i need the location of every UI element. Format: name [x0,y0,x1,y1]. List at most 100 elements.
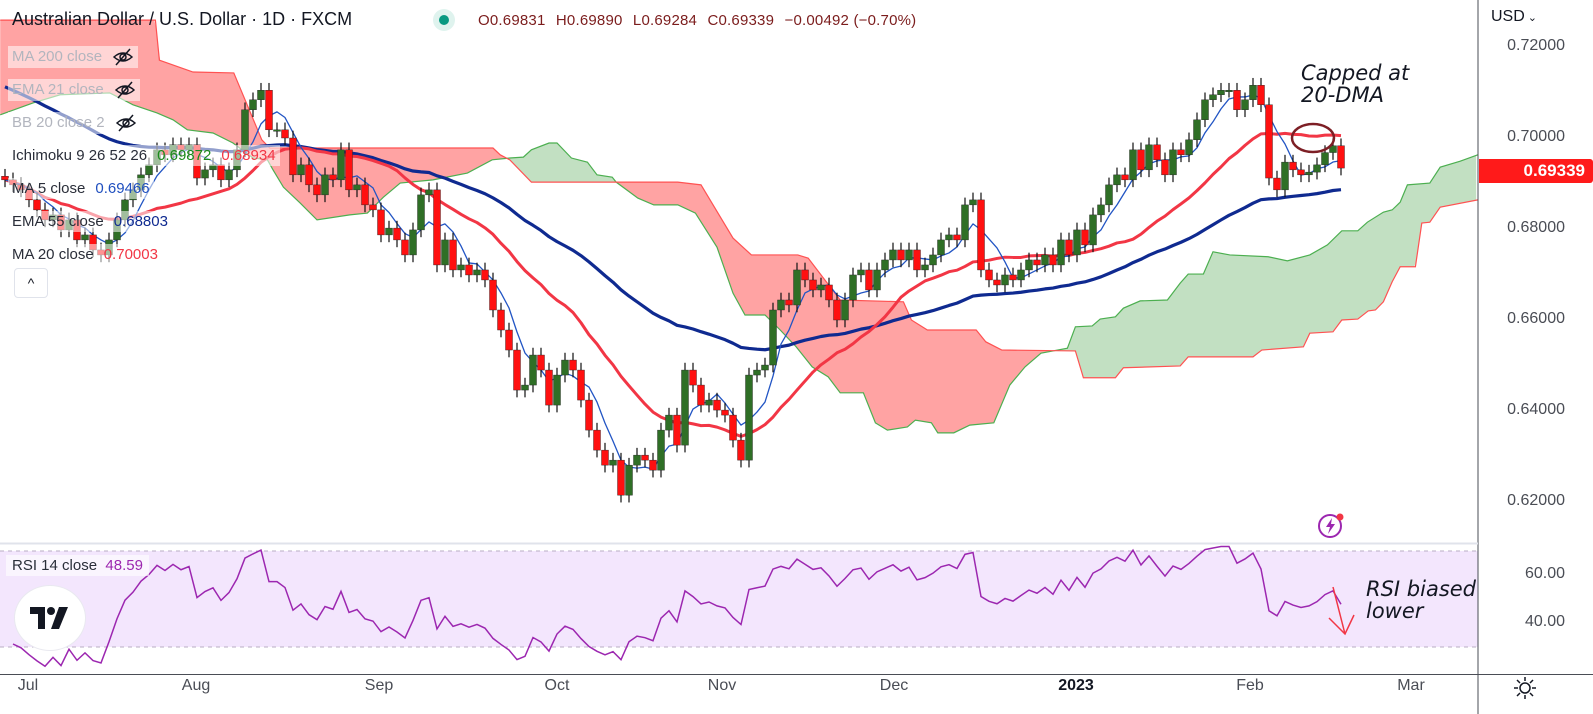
candle-up [1041,254,1049,266]
capped-annotation[interactable]: Capped at 20-DMA [1301,62,1409,106]
candle-up [1305,171,1313,176]
candle-down [585,399,593,431]
candle-up [1313,164,1321,173]
market-status-icon[interactable] [433,9,455,31]
candle-down [977,199,985,271]
price-tick: 0.62000 [1507,492,1565,509]
candle-up [1193,119,1201,141]
candle-up [417,194,425,231]
candle-down [593,429,601,451]
price-tick: 0.72000 [1507,37,1565,54]
candle-down [985,269,993,281]
legend-label: EMA 55 close [12,213,104,230]
legend-bb20[interactable]: BB 20 close 2 [8,106,280,139]
legend-label: MA 20 close [12,246,94,263]
eye-off-icon[interactable] [112,48,134,66]
down-arrow-head [1328,614,1355,636]
candle-up [457,264,465,271]
candle-down [1337,145,1345,169]
candle-down [1033,259,1041,266]
candle-up [1129,149,1137,181]
legend-ema21[interactable]: EMA 21 close [8,73,280,106]
legend-label: MA 5 close [12,180,86,197]
legend-ema55[interactable]: EMA 55 close 0.68803 [8,205,280,238]
eye-off-icon[interactable] [115,114,137,132]
candle-down [1233,90,1241,110]
currency-dropdown[interactable]: USD ⌄ [1491,8,1537,26]
rsi-line [12,545,1342,668]
annotation-line: 20-DMA [1301,83,1384,107]
ma20-line [4,131,1342,438]
bullish-cloud-segment [506,143,619,184]
candle-up [1201,99,1209,120]
lightning-icon[interactable] [1316,511,1346,541]
ohlc-readout: O0.69831 H0.69890 L0.69284 C0.69339 −0.0… [478,12,922,29]
legend-ichimoku[interactable]: Ichimoku 9 26 52 26 0.69872 0.68934 [8,139,280,172]
price-tick: 0.70000 [1507,128,1565,145]
legend-ma200[interactable]: MA 200 close [8,40,280,73]
candle-up [1017,269,1025,281]
candle-down [401,239,409,256]
candle-up [657,429,665,471]
candle-up [1209,94,1217,100]
candle-up [921,264,929,271]
candle-up [337,149,345,181]
indicator-legend: MA 200 close EMA 21 close BB 20 close 2 … [8,40,280,271]
candle-up [353,184,361,191]
symbol-title[interactable]: Australian Dollar / U.S. Dollar · 1D · F… [12,9,353,29]
candle-up [769,309,777,366]
candle-up [793,269,801,306]
candle-down [377,209,385,236]
price-tick: 0.64000 [1507,401,1565,418]
candle-down [345,149,353,191]
price-tick: 0.66000 [1507,310,1565,327]
bearish-cloud-segment [0,20,509,220]
annotation-line: lower [1366,599,1424,623]
rsi-legend[interactable]: RSI 14 close 48.59 [6,555,149,576]
candle-up [225,169,233,181]
candle-down [913,249,921,271]
candle-up [945,234,953,241]
candle-up [201,169,209,179]
candle-up [1185,139,1193,156]
candle-up [881,259,889,271]
candle-down [809,279,817,291]
settings-sun-icon[interactable] [1513,676,1537,700]
candle-down [825,284,833,301]
legend-ma5[interactable]: MA 5 close 0.69466 [8,172,280,205]
candle-up [625,464,633,496]
collapse-legend-button[interactable]: ^ [14,268,48,298]
candle-down [1177,149,1185,156]
candle-up [1097,204,1105,216]
annotation-line: RSI biased [1366,577,1477,601]
candle-down [953,234,961,241]
rsi-annotation[interactable]: RSI biased lower [1366,578,1476,622]
open-value: 0.69831 [489,12,546,29]
time-tick: Aug [181,677,211,694]
candle-down [601,449,609,466]
candle-up [297,164,305,176]
candle-down [481,269,489,281]
candle-up [249,99,257,110]
candle-down [329,174,337,181]
tradingview-logo[interactable] [14,585,86,651]
candle-down [1161,159,1169,176]
legend-ma20[interactable]: MA 20 close 0.70003 [8,238,280,271]
candle-down [865,269,873,291]
candle-up [529,354,537,386]
high-value: 0.69890 [566,12,623,29]
bullish-cloud-segment [1054,155,1477,378]
currency-label: USD [1491,8,1525,25]
eye-off-icon[interactable] [114,81,136,99]
candle-down [289,137,297,176]
rsi-label: RSI 14 close [12,557,98,574]
candle-up [961,204,969,241]
candle-up [81,234,89,241]
candle-up [905,249,913,261]
close-label: C [707,12,719,29]
candle-down [265,90,273,131]
candle-up [257,90,265,100]
candle-down [1009,274,1017,281]
candle-up [441,239,449,266]
